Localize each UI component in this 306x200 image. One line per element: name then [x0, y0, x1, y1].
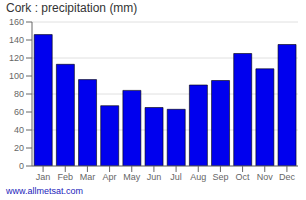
- svg-text:Feb: Feb: [57, 172, 73, 182]
- svg-text:Oct: Oct: [236, 172, 251, 182]
- svg-text:20: 20: [14, 143, 24, 153]
- html-text:www.allmetsat.com: www.allmetsat.com: [6, 186, 83, 196]
- svg-text:Jul: Jul: [170, 172, 182, 182]
- svg-text:0: 0: [19, 161, 24, 171]
- svg-text:Aug: Aug: [190, 172, 206, 182]
- svg-text:May: May: [123, 172, 141, 182]
- svg-text:160: 160: [9, 17, 24, 27]
- svg-text:60: 60: [14, 107, 24, 117]
- svg-text:Mar: Mar: [80, 172, 96, 182]
- svg-text:Apr: Apr: [103, 172, 117, 182]
- svg-text:80: 80: [14, 89, 24, 99]
- svg-text:140: 140: [9, 35, 24, 45]
- svg-text:40: 40: [14, 125, 24, 135]
- svg-text:Jun: Jun: [147, 172, 162, 182]
- svg-text:Jan: Jan: [36, 172, 51, 182]
- svg-text:Dec: Dec: [279, 172, 296, 182]
- html-text:Cork : precipitation (mm): Cork : precipitation (mm): [6, 1, 138, 15]
- svg-text:120: 120: [9, 53, 24, 63]
- svg-text:Sep: Sep: [212, 172, 228, 182]
- svg-text:100: 100: [9, 71, 24, 81]
- svg-text:Nov: Nov: [257, 172, 274, 182]
